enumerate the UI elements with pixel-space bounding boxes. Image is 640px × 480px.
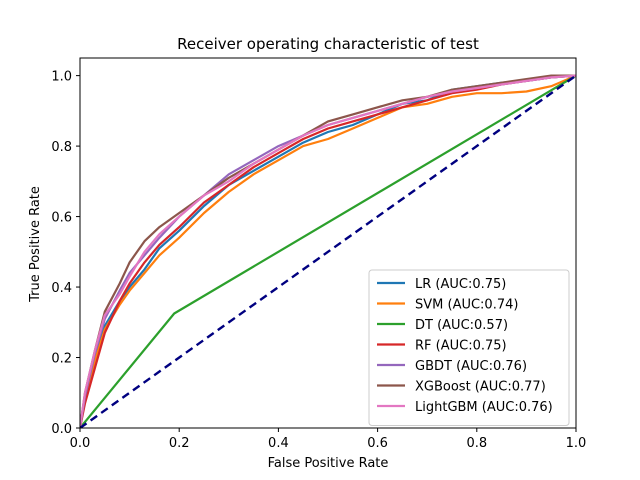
series-line-3 — [80, 74, 576, 428]
legend-label: SVM (AUC:0.74) — [415, 298, 518, 313]
legend-label: RF (AUC:0.75) — [415, 339, 507, 354]
plot-area — [80, 74, 576, 428]
legend: LR (AUC:0.75) SVM (AUC:0.74) DT (AUC:0.57)… — [368, 269, 570, 426]
legend-label: DT (AUC:0.57) — [415, 318, 508, 333]
y-axis-title: True Positive Rate — [28, 186, 43, 303]
series-line-7 — [80, 74, 576, 428]
series-line-4 — [80, 74, 576, 428]
baseline-diagonal — [80, 74, 576, 428]
x-tick-label: 0.4 — [268, 436, 289, 451]
y-tick-label: 1.0 — [51, 70, 72, 85]
plot-frame — [79, 57, 577, 429]
series-line-2 — [80, 74, 576, 428]
y-tick-label: 0.8 — [51, 140, 72, 155]
x-tick-label: 1.0 — [566, 436, 587, 451]
y-tick-label: 0.4 — [51, 281, 72, 296]
legend-label: GBDT (AUC:0.76) — [415, 359, 527, 374]
y-tick-label: 0.6 — [51, 211, 72, 226]
x-axis-title: False Positive Rate — [268, 456, 389, 471]
legend-label: LightGBM (AUC:0.76) — [415, 400, 553, 415]
y-tick-label: 0.0 — [51, 422, 72, 437]
y-axis: 0.0 0.2 0.4 0.6 0.8 1.0 — [51, 70, 80, 437]
x-tick-label: 0.0 — [70, 436, 91, 451]
x-tick-label: 0.2 — [169, 436, 190, 451]
series-lines — [80, 74, 576, 428]
legend-label: XGBoost (AUC:0.77) — [415, 380, 546, 395]
y-tick-label: 0.2 — [51, 352, 72, 367]
x-tick-label: 0.6 — [367, 436, 388, 451]
legend-box — [368, 269, 570, 426]
x-axis: 0.0 0.2 0.4 0.6 0.8 1.0 — [70, 428, 587, 451]
legend-label: LR (AUC:0.75) — [415, 277, 506, 292]
chart-title: Receiver operating characteristic of tes… — [177, 35, 479, 53]
x-tick-label: 0.8 — [466, 436, 487, 451]
